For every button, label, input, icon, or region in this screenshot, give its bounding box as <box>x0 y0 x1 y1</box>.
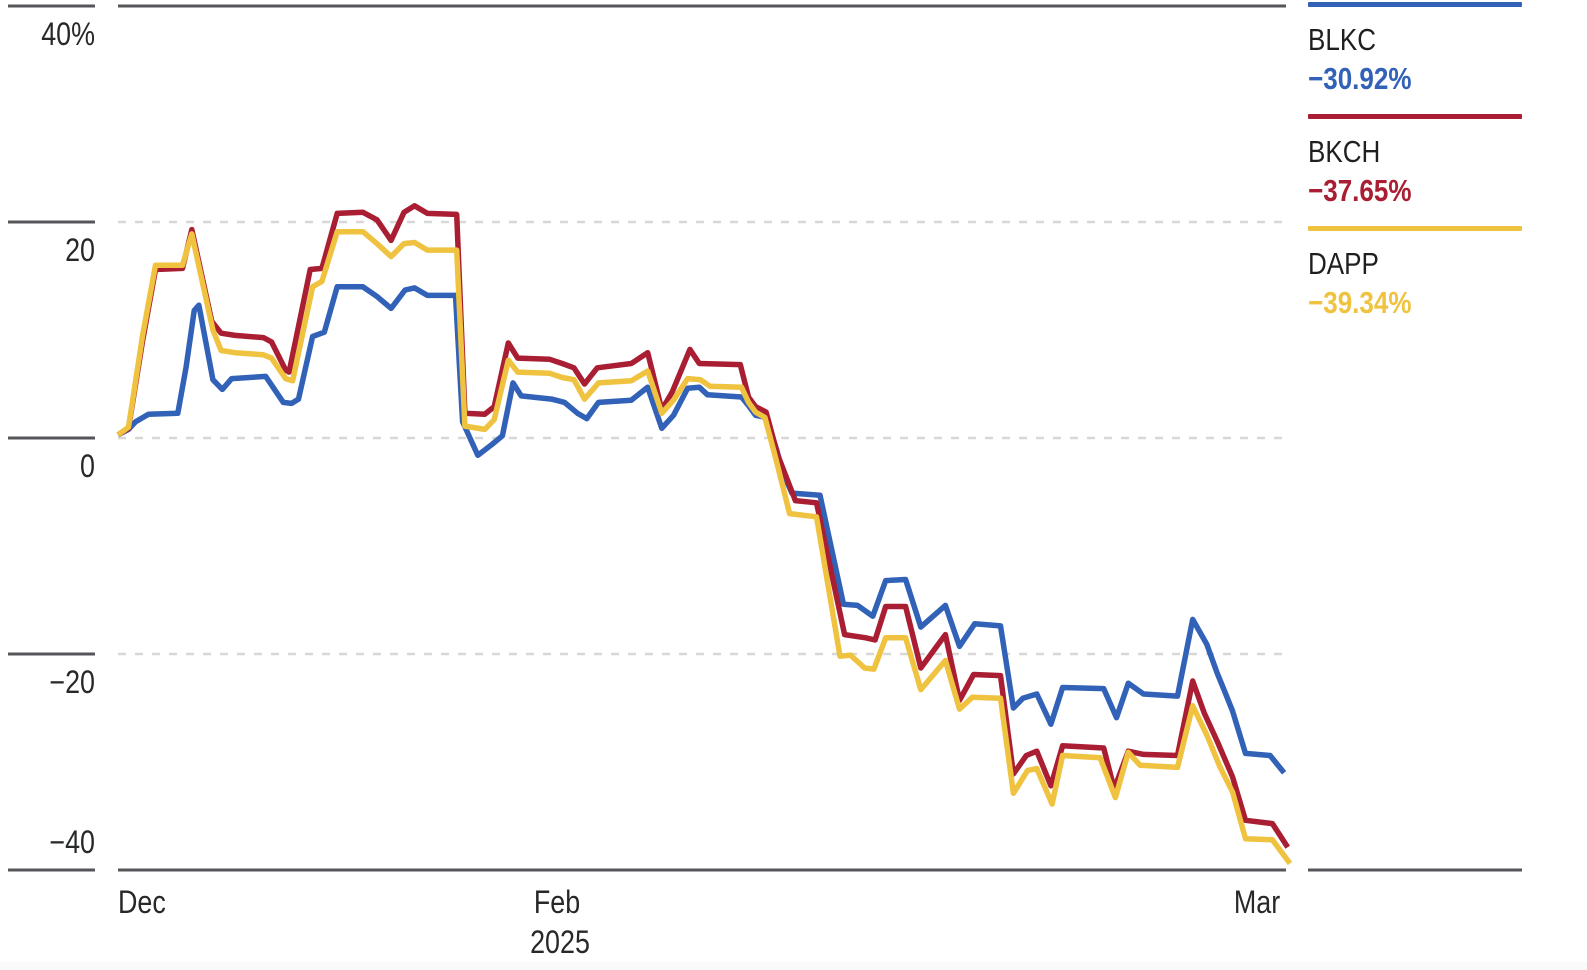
dapp-ticker-label: DAPP <box>1308 246 1379 281</box>
legend-entry-dapp[interactable]: DAPP −39.34% <box>1308 226 1522 321</box>
bkch-ticker-label: BKCH <box>1308 134 1381 169</box>
dapp-change-value: −39.34% <box>1308 285 1412 320</box>
y-tick-label-neg20: −20 <box>49 664 95 700</box>
y-tick-label-neg40: −40 <box>49 824 95 860</box>
x-tick-year-label: 2025 <box>530 924 590 960</box>
y-tick-label-0: 0 <box>80 448 95 484</box>
y-tick-label-20: 20 <box>65 232 95 268</box>
x-tick-label-feb: Feb <box>533 884 581 920</box>
blkc-series-color-line <box>1308 2 1522 7</box>
legend-entry-bkch[interactable]: BKCH −37.65% <box>1308 114 1522 209</box>
bkch-change-value: −37.65% <box>1308 173 1412 208</box>
y-tick-label-40: 40% <box>41 16 95 52</box>
bkch-series-color-line <box>1308 114 1522 119</box>
blkc-ticker-label: BLKC <box>1308 22 1377 57</box>
legend-entry-blkc[interactable]: BLKC −30.92% <box>1308 2 1522 97</box>
bottom-edge-strip <box>0 962 1587 970</box>
x-tick-label-dec: Dec <box>118 884 166 920</box>
x-tick-label-mar: Mar <box>1233 884 1281 920</box>
dapp-series-color-line <box>1308 226 1522 231</box>
blkc-change-value: −30.92% <box>1308 61 1412 96</box>
